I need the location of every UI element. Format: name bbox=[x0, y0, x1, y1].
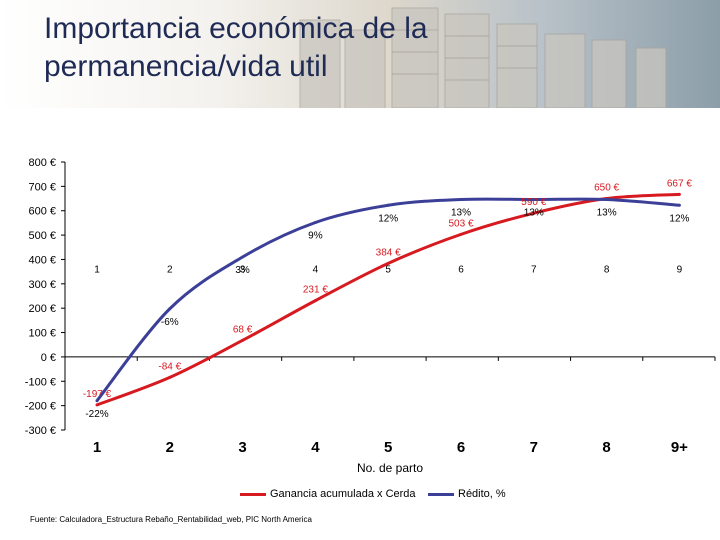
ganancia-point bbox=[95, 403, 99, 407]
y-tick-label: -300 € bbox=[25, 425, 56, 437]
redito-data-label: -6% bbox=[161, 317, 179, 328]
redito-data-label: 13% bbox=[524, 208, 544, 219]
redito-data-label: 12% bbox=[378, 213, 398, 224]
x-inner-tick-label: 1 bbox=[94, 264, 100, 275]
x-inner-tick-label: 6 bbox=[458, 264, 464, 275]
ganancia-point bbox=[241, 338, 245, 342]
legend-label-ganancia: Ganancia acumulada x Cerda bbox=[270, 488, 416, 500]
y-tick-label: 600 € bbox=[28, 206, 56, 218]
legend-label-redito: Rédito, % bbox=[458, 488, 506, 500]
ganancia-data-label: 503 € bbox=[448, 218, 473, 229]
redito-point bbox=[168, 307, 172, 311]
ganancia-data-label: -197 € bbox=[83, 389, 112, 400]
redito-data-label: 3% bbox=[235, 265, 250, 276]
y-tick-label: -200 € bbox=[25, 401, 56, 413]
redito-data-label: -22% bbox=[85, 409, 108, 420]
x-category-label: 6 bbox=[457, 439, 465, 456]
legend-swatch-ganancia bbox=[240, 492, 266, 496]
redito-point bbox=[241, 255, 245, 259]
legend-swatch-redito bbox=[428, 492, 454, 496]
ganancia-point bbox=[313, 299, 317, 303]
slide-title-line-2: permanencia/vida util bbox=[44, 50, 328, 83]
redito-point bbox=[605, 198, 609, 201]
line-chart: 800 € 700 € 600 € 500 € 400 € 300 € 200 € 100 €… bbox=[25, 157, 716, 475]
redito-point bbox=[386, 203, 390, 207]
ganancia-data-label: 650 € bbox=[594, 183, 619, 194]
y-tick-label: 700 € bbox=[28, 181, 56, 193]
y-tick-label: 200 € bbox=[28, 303, 56, 315]
header-banner: Importancia económica de la permanencia/… bbox=[0, 0, 720, 108]
x-inner-tick-label: 4 bbox=[313, 264, 319, 275]
slide-title-line-1: Importancia económica de la bbox=[44, 12, 428, 45]
y-tick-label: 500 € bbox=[28, 230, 56, 242]
ganancia-point bbox=[532, 211, 536, 215]
x-category-label: 3 bbox=[238, 439, 246, 456]
x-inner-tick-label: 2 bbox=[167, 264, 173, 275]
legend-item-ganancia: Ganancia acumulada x Cerda bbox=[240, 488, 416, 500]
x-inner-tick-label: 9 bbox=[677, 264, 683, 275]
ganancia-point bbox=[459, 232, 463, 236]
x-category-labels: 1 2 3 4 5 6 7 8 9+ bbox=[93, 439, 688, 456]
x-category-label: 5 bbox=[384, 439, 392, 456]
ganancia-point bbox=[386, 261, 390, 265]
y-tick-label: -100 € bbox=[25, 376, 56, 388]
redito-point bbox=[313, 221, 317, 224]
x-category-label: 7 bbox=[530, 439, 538, 456]
redito-point bbox=[459, 198, 463, 201]
slide-title: Importancia económica de la permanencia/… bbox=[44, 10, 604, 86]
y-tick-label: 400 € bbox=[28, 254, 56, 266]
redito-data-label: 12% bbox=[669, 213, 689, 224]
source-note: Fuente: Calculadora_Estructura Rebaño_Re… bbox=[30, 515, 312, 524]
series-line-redito bbox=[95, 197, 680, 402]
ganancia-point bbox=[677, 192, 681, 196]
x-inner-tick-label: 7 bbox=[531, 264, 537, 275]
redito-point bbox=[677, 203, 681, 207]
x-category-label: 4 bbox=[311, 439, 320, 456]
ganancia-data-label: 68 € bbox=[233, 324, 253, 335]
y-tick-label: 300 € bbox=[28, 279, 56, 291]
series-lines bbox=[95, 192, 681, 407]
redito-point bbox=[532, 198, 536, 201]
x-category-label: 1 bbox=[93, 439, 101, 456]
x-category-label: 2 bbox=[166, 439, 174, 456]
ganancia-data-label: -84 € bbox=[158, 361, 181, 372]
legend-item-redito: Rédito, % bbox=[428, 488, 506, 500]
data-labels: -197 € -84 € 68 € 231 € 384 € 503 € 590 € 650 €… bbox=[83, 178, 693, 419]
silo-background-image bbox=[299, 7, 667, 108]
x-axis-title: No. de parto bbox=[357, 461, 423, 475]
y-tick-label: 0 € bbox=[41, 352, 56, 364]
y-tick-label: 800 € bbox=[28, 157, 56, 169]
ganancia-data-label: 590 € bbox=[521, 197, 546, 208]
x-inner-tick-label: 8 bbox=[604, 264, 610, 275]
ganancia-point bbox=[168, 375, 172, 379]
redito-data-label: 13% bbox=[597, 208, 617, 219]
x-category-label: 9+ bbox=[671, 439, 688, 456]
series-line-ganancia bbox=[96, 192, 680, 407]
x-axis: 1 2 3 4 5 6 7 8 9 bbox=[64, 264, 716, 361]
ganancia-data-label: 667 € bbox=[667, 178, 692, 189]
x-inner-tick-label: 5 bbox=[385, 264, 391, 275]
redito-data-label: 9% bbox=[308, 231, 323, 242]
x-category-label: 8 bbox=[602, 439, 610, 456]
ganancia-data-label: 384 € bbox=[376, 247, 401, 258]
redito-data-label: 13% bbox=[451, 208, 471, 219]
y-tick-label: 100 € bbox=[28, 328, 56, 340]
x-inner-tick-label: 3 bbox=[240, 264, 246, 275]
ganancia-data-label: 231 € bbox=[303, 285, 328, 296]
y-axis: 800 € 700 € 600 € 500 € 400 € 300 € 200 € 100 €… bbox=[25, 157, 66, 437]
redito-point bbox=[95, 399, 99, 403]
